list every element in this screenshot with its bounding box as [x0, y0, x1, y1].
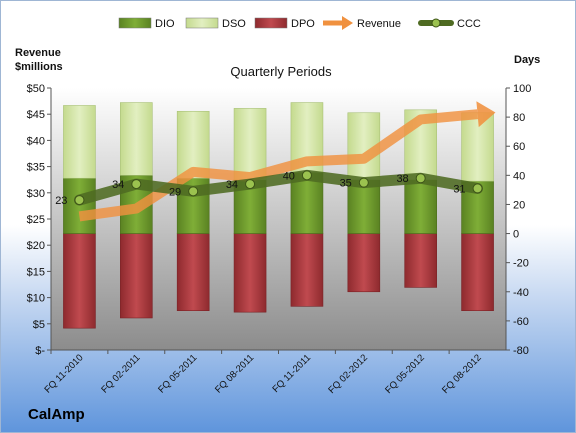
left-tick-label: $10 [27, 293, 45, 305]
x-tick-label: FQ 11-2010 [42, 352, 85, 395]
dso-bar [233, 108, 267, 180]
dso-bar [461, 112, 494, 182]
right-tick-label: 100 [513, 83, 531, 95]
left-tick-label: $40 [27, 135, 45, 147]
right-tick-label: -60 [513, 316, 529, 328]
legend-dso-swatch [185, 17, 219, 29]
dio-bar [290, 172, 324, 234]
dpo-bar [176, 233, 210, 312]
left-tick-label: $25 [27, 214, 45, 226]
left-tick-label: $45 [27, 109, 45, 121]
left-tick-label: $50 [27, 83, 45, 95]
ccc-point [131, 179, 142, 190]
dso-bar [176, 110, 210, 179]
x-tick-label: FQ 02-2011 [99, 352, 142, 395]
ccc-data-label: 31 [453, 183, 465, 195]
ccc-data-label: 40 [283, 170, 295, 182]
dpo-bar [461, 233, 494, 312]
x-tick-label: FQ 05-2012 [383, 352, 427, 396]
legend-label: CCC [457, 18, 481, 30]
legend-label: Revenue [357, 18, 401, 30]
company-name: CalAmp [28, 406, 85, 423]
legend-dpo-swatch [254, 17, 288, 29]
ccc-line [73, 169, 484, 206]
x-tick-label: FQ 08-2012 [440, 352, 484, 396]
revenue-arrowhead [476, 101, 496, 128]
dpo-bar [347, 233, 381, 293]
ccc-point [188, 186, 199, 197]
dso-bar [63, 105, 96, 179]
legend-ccc-marker [431, 18, 441, 28]
right-tick-label: -40 [513, 287, 529, 299]
right-tick-label: -20 [513, 258, 529, 270]
ccc-point [472, 183, 483, 194]
dio-bar [347, 179, 381, 234]
right-tick-label: 60 [513, 141, 525, 153]
legend-revenue-arrowhead [342, 16, 353, 30]
ccc-point [415, 173, 426, 184]
right-axis-label: Days [514, 54, 540, 66]
revenue-line [78, 109, 479, 222]
ccc-data-label: 38 [396, 173, 408, 185]
right-tick-label: -80 [513, 345, 529, 357]
right-tick-label: 80 [513, 112, 525, 124]
right-tick-label: 0 [513, 229, 519, 241]
dso-bar [120, 102, 153, 176]
right-tick-label: 20 [513, 199, 525, 211]
ccc-data-label: 34 [226, 179, 238, 191]
ccc-data-label: 35 [340, 178, 352, 190]
ccc-data-label: 29 [169, 186, 181, 198]
dpo-bar [120, 233, 153, 319]
dpo-bar [63, 233, 96, 329]
left-tick-label: $15 [27, 266, 45, 278]
ccc-point [301, 170, 312, 181]
dpo-bar [233, 233, 267, 313]
dio-bar [63, 177, 96, 234]
ccc-point [245, 179, 256, 190]
x-tick-label: FQ 11-2011 [270, 352, 313, 395]
x-tick-label: FQ 02-2012 [326, 352, 370, 396]
right-tick-label: 40 [513, 170, 525, 182]
left-tick-label: $- [35, 345, 45, 357]
dpo-bar [404, 233, 437, 288]
ccc-data-label: 34 [112, 179, 124, 191]
ccc-point [74, 195, 85, 206]
chart-title: Quarterly Periods [230, 64, 332, 79]
left-tick-label: $30 [27, 188, 45, 200]
legend-label: DPO [291, 18, 315, 30]
plot-area [51, 88, 506, 350]
left-axis-label-line2: $millions [15, 61, 63, 73]
left-tick-label: $5 [33, 319, 45, 331]
legend-label: DSO [222, 18, 246, 30]
ccc-data-label: 23 [55, 195, 67, 207]
left-tick-label: $20 [27, 240, 45, 252]
legend-label: DIO [155, 18, 175, 30]
dio-bar [404, 179, 437, 234]
ccc-point [358, 177, 369, 188]
x-tick-label: FQ 05-2011 [156, 352, 199, 395]
x-tick-label: FQ 08-2011 [213, 352, 256, 395]
legend-dio-swatch [118, 17, 152, 29]
left-tick-label: $35 [27, 162, 45, 174]
dpo-bar [290, 233, 324, 307]
left-axis-label-line1: Revenue [15, 47, 61, 59]
